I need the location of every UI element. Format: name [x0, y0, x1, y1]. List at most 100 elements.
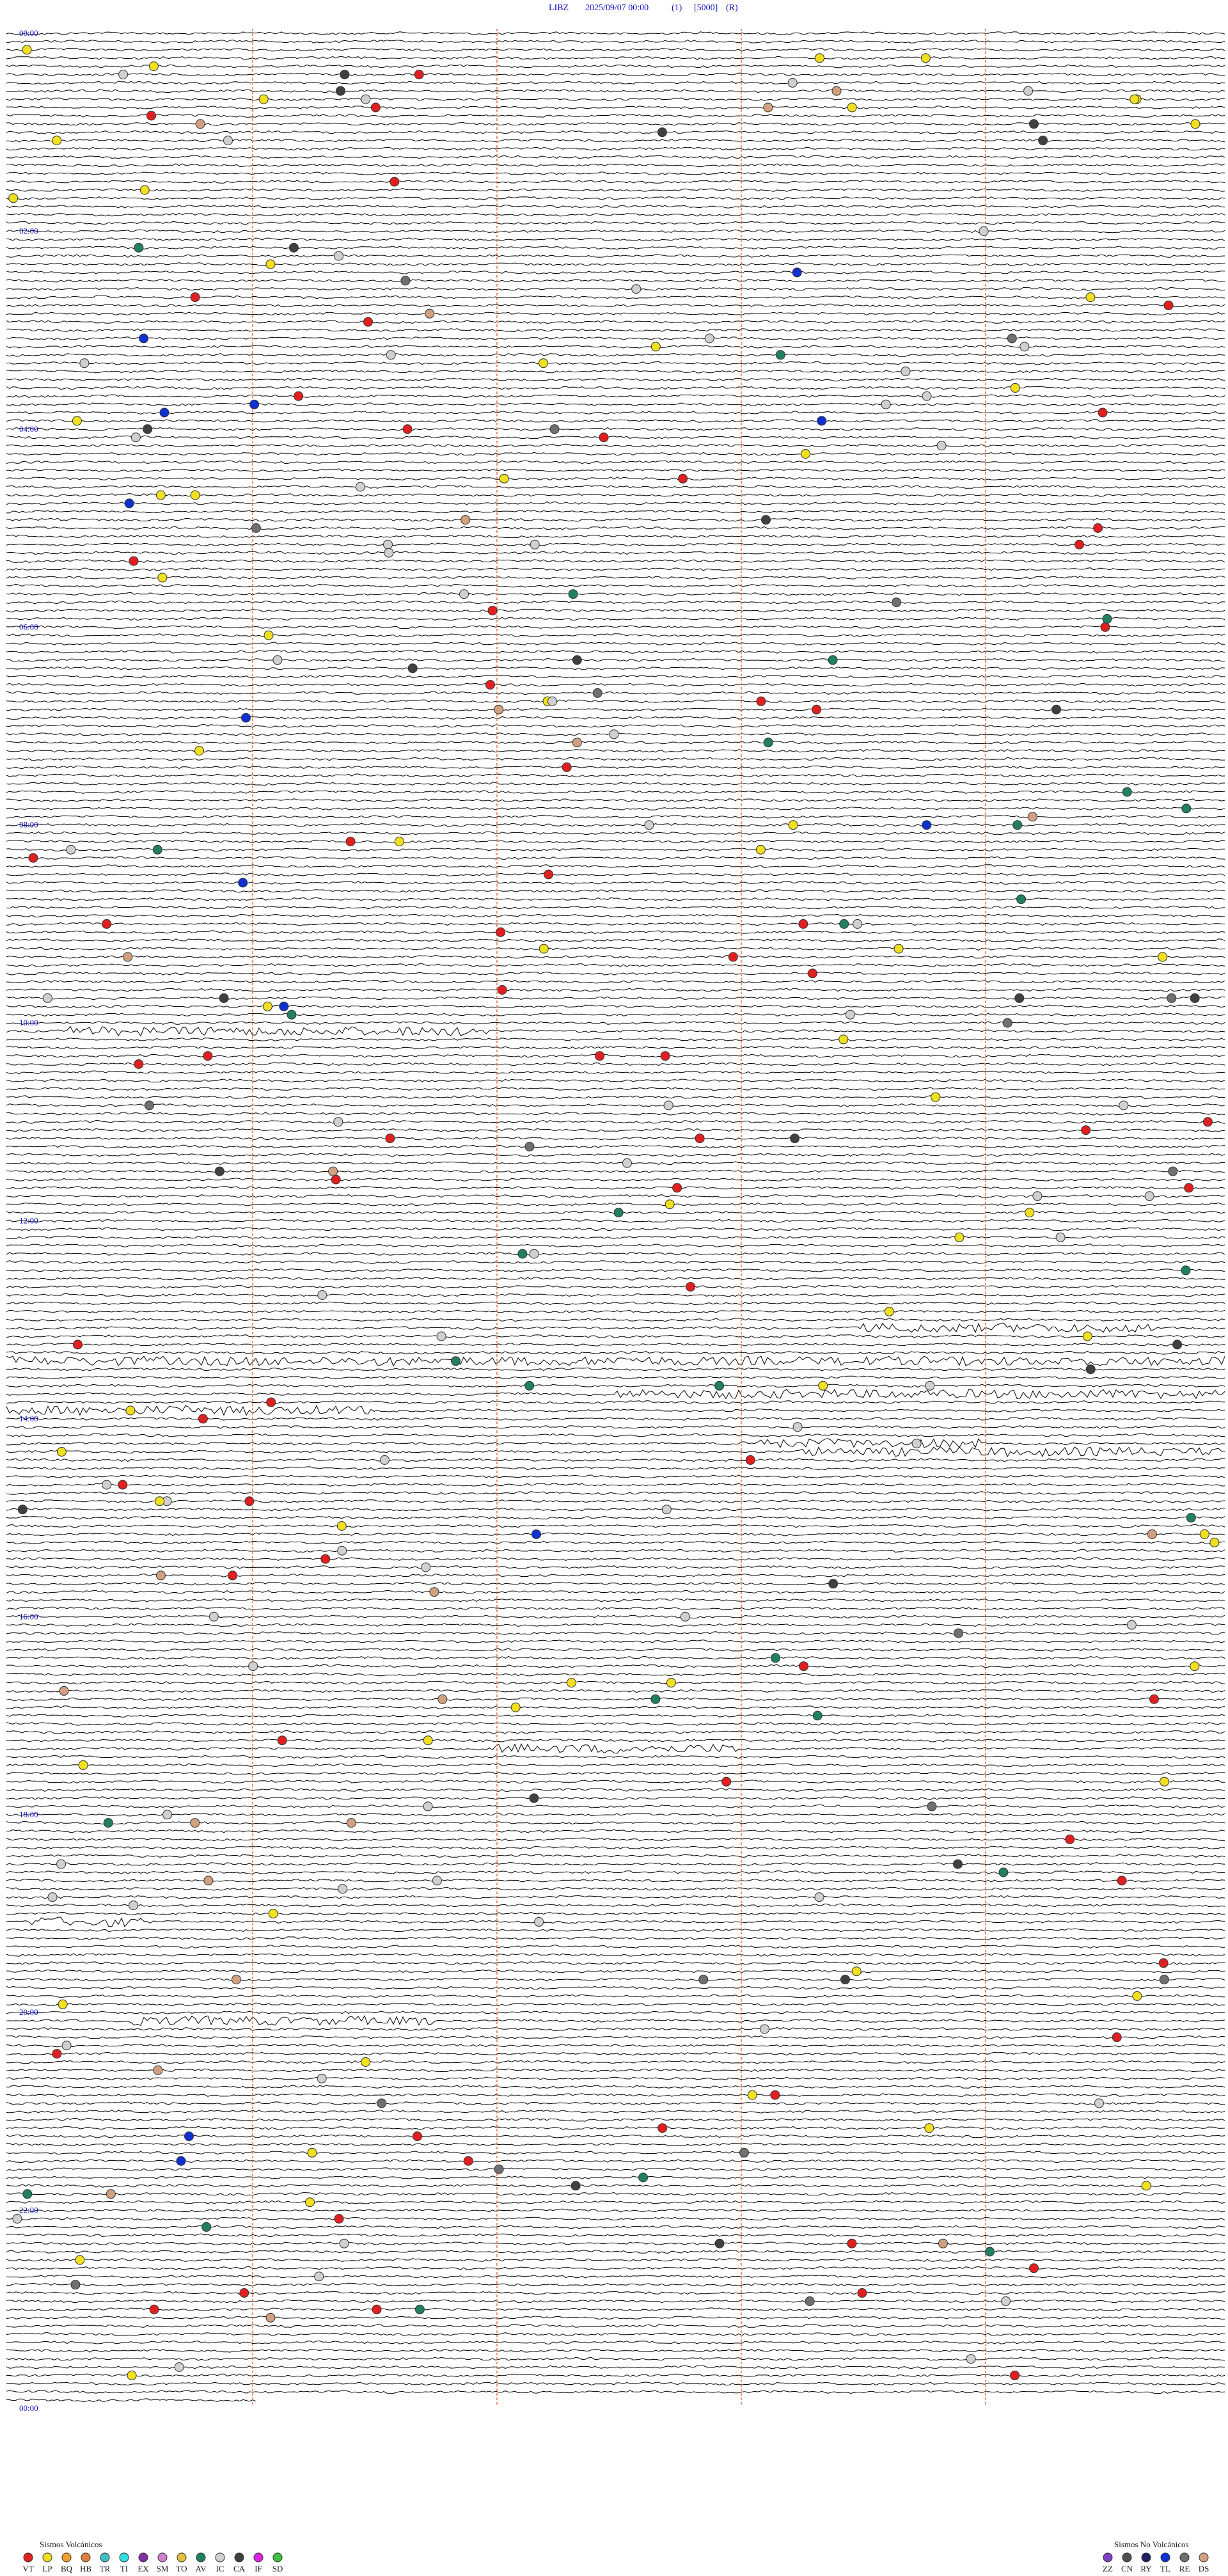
event-marker [307, 2147, 317, 2158]
event-marker [530, 539, 540, 549]
trace [6, 2176, 1225, 2179]
trace [6, 922, 1225, 926]
event-marker [153, 2065, 163, 2075]
trace [6, 1343, 1225, 1347]
event-marker [922, 391, 932, 401]
trace [6, 1260, 1225, 1264]
legend-swatch [1160, 2552, 1170, 2563]
legend-code: CA [233, 2564, 246, 2573]
event-marker [149, 2304, 159, 2314]
event-marker [1141, 2181, 1151, 2191]
legend-code: IF [255, 2564, 262, 2573]
trace [6, 1515, 1225, 1520]
event-marker [58, 1999, 68, 2009]
event-marker [881, 399, 891, 409]
event-marker [812, 704, 821, 715]
event-marker [266, 1397, 276, 1407]
trace [6, 748, 1225, 753]
event-marker [66, 844, 76, 855]
trace [6, 1672, 1225, 1677]
trace [6, 831, 1225, 835]
event-marker [562, 762, 572, 772]
event-marker [294, 391, 304, 401]
legend-swatch [61, 2552, 72, 2563]
event-marker [288, 242, 299, 253]
trace [6, 1483, 1225, 1487]
trace [6, 262, 1225, 266]
trace [6, 839, 1225, 844]
legend-swatch [234, 2552, 244, 2563]
trace [6, 188, 1225, 192]
event-marker [1149, 1694, 1159, 1704]
event-marker [59, 1686, 69, 1696]
trace [6, 1755, 1225, 1759]
trace [6, 699, 1225, 704]
event-marker [155, 1496, 165, 1506]
trace [6, 1788, 1225, 1792]
event-marker [665, 1199, 675, 1210]
event-marker [828, 1579, 838, 1589]
event-marker [1016, 894, 1027, 905]
event-marker [1102, 613, 1112, 624]
event-marker [680, 1611, 690, 1622]
event-marker [264, 630, 274, 640]
trace [6, 2258, 1225, 2262]
trace [6, 1384, 1225, 1388]
trace [6, 1837, 1225, 1842]
trace [6, 64, 1225, 68]
legend-code: AV [195, 2564, 207, 2573]
legend-code: RY [1140, 2564, 1152, 2573]
event-marker [936, 441, 947, 451]
legend-swatch [1179, 2552, 1190, 2563]
time-labels: 00:00 02:00 04:00 06:00 08:00 10:00 12:00 14:00… [19, 28, 38, 2413]
legend-code: EX [138, 2564, 149, 2573]
trace [6, 2266, 1225, 2270]
trace [6, 2398, 256, 2402]
trace [6, 1870, 1225, 1874]
event-marker [106, 2189, 116, 2199]
event-marker [346, 1818, 356, 1828]
event-marker [383, 539, 393, 549]
event-marker [345, 837, 356, 846]
event-marker [998, 1867, 1009, 1877]
trace [6, 740, 1225, 745]
event-marker [8, 193, 19, 203]
trace [6, 2365, 1225, 2369]
event-marker [361, 2057, 371, 2067]
trace [6, 502, 1225, 505]
trace [6, 1004, 1225, 1009]
legend-code: DS [1199, 2564, 1209, 2573]
trace [6, 146, 1225, 151]
event-marker [497, 985, 507, 995]
time-label: 00:00 [19, 28, 38, 38]
event-marker [127, 2370, 137, 2380]
trace [6, 583, 1225, 588]
event-marker [763, 738, 773, 748]
event-marker [666, 1678, 676, 1687]
trace [6, 757, 1225, 761]
event-marker [1001, 2296, 1011, 2306]
event-marker [190, 292, 200, 303]
trace [6, 345, 1225, 349]
trace [6, 1664, 1225, 1668]
event-marker [400, 276, 411, 286]
event-marker [355, 482, 365, 492]
trace [6, 1119, 1225, 1124]
event-marker [1112, 2032, 1122, 2043]
legend-code: HB [80, 2564, 91, 2573]
event-marker [1100, 622, 1110, 632]
trace [6, 163, 1225, 168]
event-marker [157, 573, 168, 583]
trace [6, 1722, 1225, 1726]
event-marker [70, 2280, 81, 2290]
event-marker [985, 2247, 995, 2257]
trace [6, 47, 1225, 52]
event-marker [788, 820, 798, 830]
event-marker [432, 1876, 442, 1886]
event-marker [338, 1884, 348, 1894]
event-marker [609, 729, 619, 739]
event-marker [644, 820, 654, 830]
event-marker [414, 70, 424, 79]
trace [6, 1878, 1225, 1883]
trace [6, 1549, 1225, 1553]
